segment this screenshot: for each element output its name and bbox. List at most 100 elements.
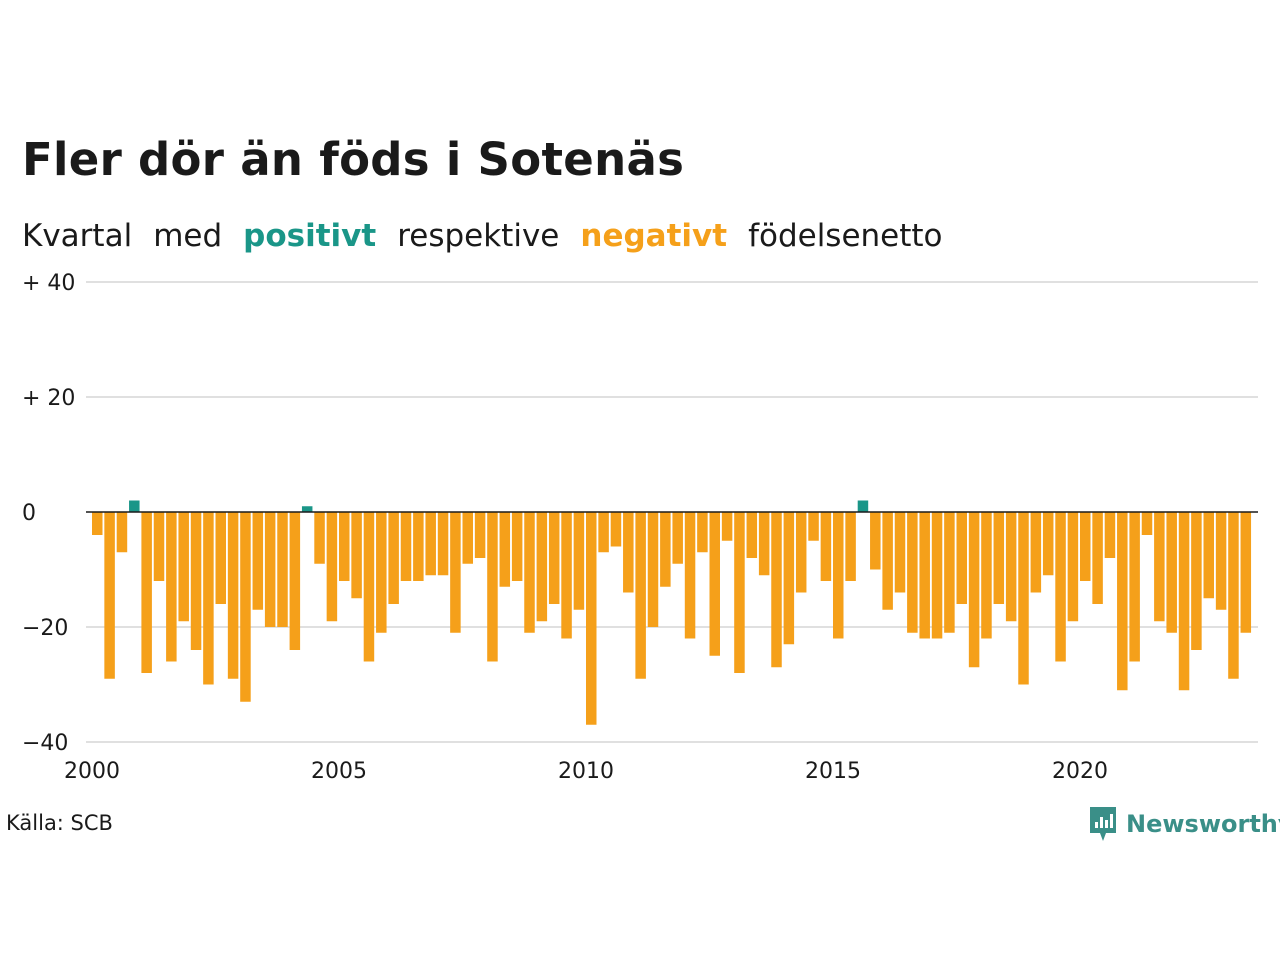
y-tick-label: −20 (22, 616, 68, 641)
bar (1141, 512, 1153, 535)
subtitle-word: Kvartal (22, 218, 133, 254)
bar (1166, 512, 1177, 633)
bar (635, 512, 646, 679)
bar (388, 512, 399, 604)
bar (1092, 512, 1103, 604)
subtitle-word: respektive (397, 218, 560, 254)
bar (166, 512, 177, 662)
newsworthy-logo-icon (1090, 807, 1116, 841)
bar (573, 512, 585, 610)
bar (129, 500, 140, 512)
x-tick-label: 2000 (64, 759, 120, 784)
brand-name: Newsworthy (1126, 810, 1280, 838)
bar (190, 512, 202, 650)
bar (240, 512, 251, 702)
brand-logo: Newsworthy (1088, 804, 1280, 844)
bar (660, 512, 671, 587)
chart-subtitle: Kvartal med positivt respektive negativt föde… (22, 214, 964, 258)
bar (301, 506, 313, 512)
bar (536, 512, 548, 622)
bar (1042, 512, 1054, 576)
bar (857, 500, 869, 512)
bar (363, 512, 375, 662)
bar (487, 512, 498, 662)
bar (919, 512, 930, 639)
x-tick-label: 2010 (558, 759, 614, 784)
bar (981, 512, 992, 639)
bar (783, 512, 795, 645)
bar (499, 512, 511, 587)
y-tick-label: + 40 (22, 271, 75, 296)
bar (425, 512, 436, 576)
bar (252, 512, 264, 610)
bar (277, 512, 288, 627)
bar (758, 512, 770, 576)
bar (1178, 512, 1190, 691)
bar (586, 512, 597, 725)
bar (968, 512, 980, 668)
bar (870, 512, 881, 570)
bar (116, 512, 128, 553)
bar (203, 512, 214, 685)
bar (511, 512, 523, 581)
bar (993, 512, 1005, 604)
bar (1215, 512, 1227, 610)
bar (1018, 512, 1029, 685)
bar (326, 512, 338, 622)
bar (1104, 512, 1116, 558)
bar (1154, 512, 1165, 622)
bar (746, 512, 758, 558)
bar (351, 512, 362, 599)
subtitle-negative-label: negativt (580, 218, 728, 254)
bar (215, 512, 226, 604)
bar (697, 512, 708, 553)
bar (1117, 512, 1128, 691)
source-note: Källa: SCB (6, 811, 113, 835)
bar (833, 512, 844, 639)
bar (548, 512, 560, 604)
bar (104, 512, 115, 679)
chart-title: Fler dör än föds i Sotenäs (22, 133, 685, 186)
bar (931, 512, 943, 639)
x-tick-label: 2005 (311, 759, 367, 784)
bar (339, 512, 350, 581)
bar (450, 512, 461, 633)
bar (561, 512, 572, 639)
bar (894, 512, 906, 593)
bar (141, 512, 152, 673)
bar (610, 512, 622, 547)
bar (1055, 512, 1066, 662)
bar (227, 512, 239, 679)
bar (684, 512, 696, 639)
bar (314, 512, 325, 564)
bar (1240, 512, 1252, 633)
bar (907, 512, 918, 633)
bar (944, 512, 955, 633)
bar (289, 512, 301, 650)
bar (1030, 512, 1042, 593)
y-tick-label: + 20 (22, 386, 75, 411)
bar (1203, 512, 1214, 599)
bar (462, 512, 473, 564)
bar (845, 512, 856, 581)
bar (1191, 512, 1202, 650)
x-tick-label: 2020 (1052, 759, 1108, 784)
bar (1129, 512, 1140, 662)
bar (153, 512, 165, 581)
bar (1005, 512, 1017, 622)
bar (808, 512, 819, 541)
subtitle-positive-label: positivt (243, 218, 377, 254)
y-tick-label: −40 (22, 731, 68, 756)
bar (1080, 512, 1091, 581)
y-tick-label: 0 (22, 501, 36, 526)
bar (400, 512, 412, 581)
bar (413, 512, 424, 581)
bar (376, 512, 387, 633)
bar (437, 512, 449, 576)
bar (795, 512, 807, 593)
bar (647, 512, 659, 627)
x-tick-label: 2015 (805, 759, 861, 784)
bar (721, 512, 733, 541)
bar (771, 512, 782, 668)
